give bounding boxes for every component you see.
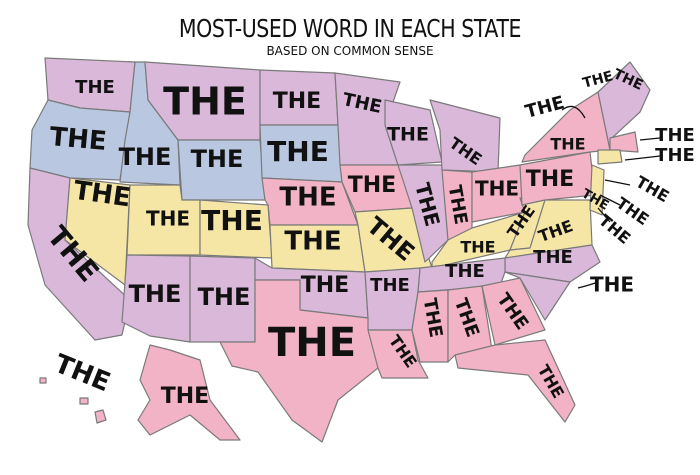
state-az xyxy=(121,254,191,343)
label-ok: THE xyxy=(301,273,349,298)
state-ct-ri xyxy=(597,149,623,165)
state-hi-3 xyxy=(39,377,47,384)
state-sc xyxy=(504,271,571,321)
state-fl xyxy=(454,339,576,423)
label-ma: THE xyxy=(655,125,695,146)
label-az: THE xyxy=(129,280,182,308)
map-title: MOST-USED WORD IN EACH STATE xyxy=(178,14,522,43)
map-subtitle: BASED ON COMMON SENSE xyxy=(266,44,434,58)
label-id: THE xyxy=(119,143,172,171)
label-nm: THE xyxy=(198,283,251,311)
label-tx: THE xyxy=(268,320,356,366)
label-oh: THE xyxy=(475,177,519,201)
label-sd: THE xyxy=(267,135,329,168)
leader-lines xyxy=(561,105,661,289)
label-wy: THE xyxy=(191,145,244,173)
label-ar: THE xyxy=(370,275,410,296)
leader-line xyxy=(597,207,611,223)
label-ia: THE xyxy=(348,173,396,198)
label-or: THE xyxy=(48,122,108,157)
label-ks: THE xyxy=(284,227,341,257)
label-sc-callout: THE xyxy=(590,273,634,297)
label-nh: THE xyxy=(581,68,615,91)
label-co: THE xyxy=(201,204,263,237)
label-ky: THE xyxy=(460,238,495,257)
leader-line xyxy=(577,281,599,289)
label-vt: THE xyxy=(523,92,567,123)
state-ak xyxy=(137,344,241,441)
leader-line xyxy=(604,179,631,186)
label-mt: THE xyxy=(163,80,247,124)
label-ct: THE xyxy=(632,172,672,206)
label-ne: THE xyxy=(279,183,336,213)
state-hi-2 xyxy=(79,397,89,405)
leader-line xyxy=(599,194,621,206)
state-il xyxy=(397,164,449,263)
state-shapes xyxy=(27,57,651,443)
label-wa: THE xyxy=(75,77,115,98)
label-ak: THE xyxy=(161,384,209,409)
state-wi xyxy=(384,99,443,166)
label-hi: THE xyxy=(50,349,114,398)
state-mi xyxy=(429,99,501,173)
state-ms xyxy=(411,289,449,363)
label-ri: THE xyxy=(655,145,695,166)
label-tn: THE xyxy=(445,261,485,282)
label-wi: THE xyxy=(387,124,429,146)
state-or xyxy=(29,99,131,181)
state-nj-de-md xyxy=(589,164,605,216)
state-hi-1 xyxy=(94,409,107,424)
state-ga xyxy=(481,277,546,346)
label-ny: THE xyxy=(550,135,585,154)
leader-line xyxy=(639,137,661,141)
state-ma xyxy=(609,131,639,153)
label-ut: THE xyxy=(146,207,190,231)
leader-line xyxy=(624,155,661,161)
label-nc: THE xyxy=(533,247,573,268)
leader-line xyxy=(561,105,586,119)
label-nd: THE xyxy=(273,89,321,114)
label-pa: THE xyxy=(526,167,574,192)
